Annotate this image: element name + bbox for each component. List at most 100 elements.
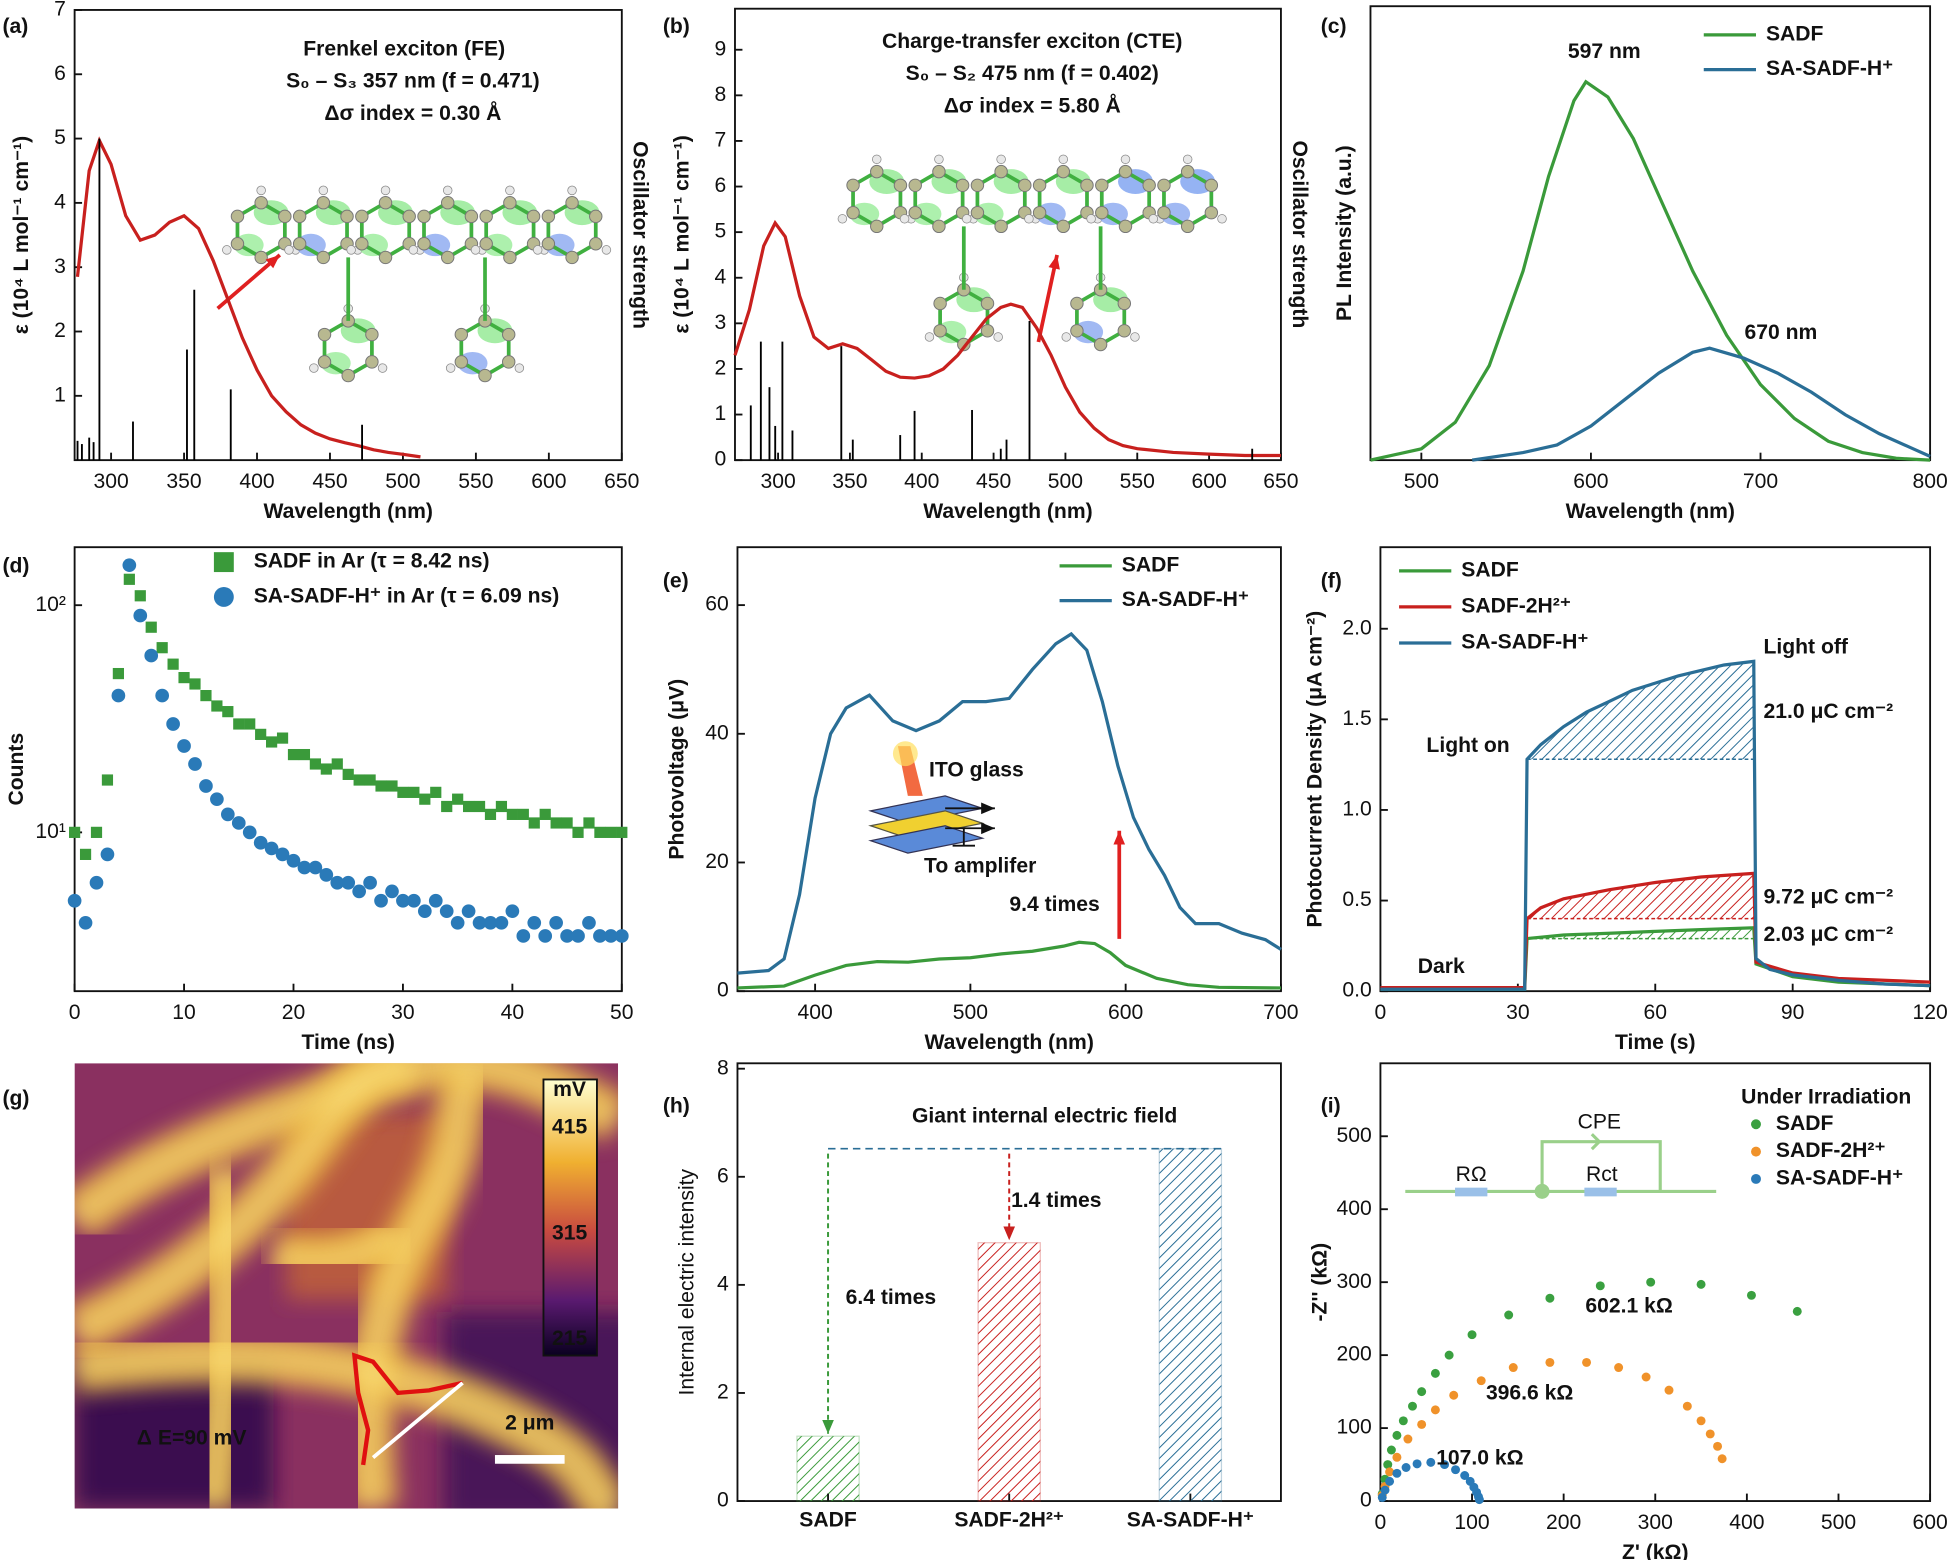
data-point [308, 860, 323, 875]
annotation: Rct [1586, 1163, 1618, 1186]
atom [454, 355, 469, 369]
y-tick-label: 5 [715, 220, 727, 243]
atom [365, 355, 379, 369]
data-point [189, 678, 201, 690]
legend-label: SA-SADF-H⁺ [1766, 57, 1893, 80]
data-point [155, 688, 170, 703]
x-tick-label: 40 [501, 1001, 525, 1024]
atom [970, 205, 985, 220]
legend-label: SADF-2H²⁺ [1461, 594, 1571, 617]
data-point [1377, 1492, 1387, 1502]
data-point [1380, 1485, 1390, 1495]
y-axis-label: Counts [5, 733, 28, 806]
x-tick-label: 300 [1638, 1511, 1673, 1534]
legend-label: SA-SADF-H⁺ [1122, 588, 1249, 611]
arrow-head [265, 254, 280, 269]
data-point [231, 816, 246, 830]
plot-frame [1379, 1062, 1932, 1502]
x-tick-label: SADF-2H²⁺ [954, 1509, 1064, 1532]
annotation: 2.03 μC cm⁻² [1763, 923, 1893, 946]
x-tick-label: 700 [1743, 470, 1778, 493]
data-point [1746, 1290, 1756, 1300]
x-tick-label: 600 [1912, 1511, 1947, 1534]
y-tick-label: 400 [1336, 1197, 1371, 1220]
x-tick-label: 30 [391, 1001, 415, 1024]
x-tick-label: 100 [1454, 1511, 1489, 1534]
y-tick-label: 6 [715, 174, 727, 197]
annotation: ITO glass [929, 759, 1024, 782]
atom [317, 327, 332, 342]
x-tick-label: 400 [239, 470, 274, 493]
data-point [1444, 1350, 1454, 1360]
atom [402, 209, 416, 224]
plot-frame [734, 7, 1282, 462]
data-point [1383, 1460, 1393, 1470]
data-point [222, 706, 234, 718]
data-point [112, 667, 124, 680]
device-layer [868, 825, 985, 854]
data-point [211, 700, 223, 712]
data-point [363, 875, 377, 890]
atom [1095, 178, 1109, 193]
data-point [1545, 1357, 1555, 1367]
h-atom [1086, 214, 1096, 224]
annotation: 21.0 μC cm⁻² [1763, 700, 1893, 723]
annotation: 6.4 times [846, 1286, 936, 1309]
data-point [352, 884, 366, 899]
series-line [1471, 346, 1931, 462]
atom [501, 355, 516, 369]
data-point [428, 893, 443, 908]
atom [454, 327, 469, 342]
atom [1080, 178, 1094, 193]
annotation: 1.4 times [1011, 1189, 1101, 1212]
data-point [483, 915, 498, 930]
data-point [253, 835, 268, 850]
h-atom [514, 363, 525, 373]
legend-label: SADF [1461, 558, 1519, 581]
legend-title: Under Irradiation [1741, 1086, 1911, 1109]
molecule [837, 154, 1227, 352]
data-point [199, 779, 213, 793]
bar [1158, 1148, 1223, 1502]
annotation: 602.1 kΩ [1585, 1295, 1672, 1318]
h-atom [1217, 214, 1227, 224]
y-tick-label: 0.0 [1342, 979, 1371, 1002]
h-atom [222, 245, 232, 255]
annotation: 597 nm [1568, 40, 1641, 63]
atom [1018, 178, 1032, 193]
data-point [287, 748, 300, 761]
data-point [407, 893, 421, 908]
arrow-head [822, 1419, 834, 1434]
y-tick-label: 20 [705, 850, 729, 873]
data-point [233, 718, 245, 730]
y-tick-label: 4 [715, 265, 727, 288]
data-point [319, 868, 334, 882]
bar [977, 1242, 1041, 1502]
annotation: Δ E=90 mV [137, 1426, 247, 1449]
atom [932, 219, 946, 234]
atom [1032, 178, 1047, 193]
annotation: Δσ index = 5.80 Å [944, 94, 1121, 118]
h-atom [1024, 214, 1034, 224]
data-point [572, 826, 584, 838]
atom [541, 237, 556, 251]
h-atom [899, 214, 910, 224]
panel-label: (g) [2, 1087, 29, 1110]
annotation: 2 μm [505, 1412, 554, 1435]
data-point [494, 915, 509, 930]
atom [440, 195, 455, 210]
x-tick-label: 600 [1191, 470, 1226, 493]
data-point [111, 688, 126, 703]
panel-label: (b) [663, 15, 690, 38]
data-point [385, 884, 399, 899]
atom [589, 237, 603, 251]
atom [355, 209, 369, 224]
h-atom [346, 245, 356, 255]
y-tick-label: 0 [717, 979, 729, 1002]
data-point [242, 825, 257, 840]
y-tick-label: 3 [715, 311, 727, 334]
colorbar-unit: mV [553, 1078, 586, 1101]
data-point [505, 904, 520, 918]
atom [893, 178, 908, 193]
annotation: 107.0 kΩ [1436, 1446, 1523, 1469]
